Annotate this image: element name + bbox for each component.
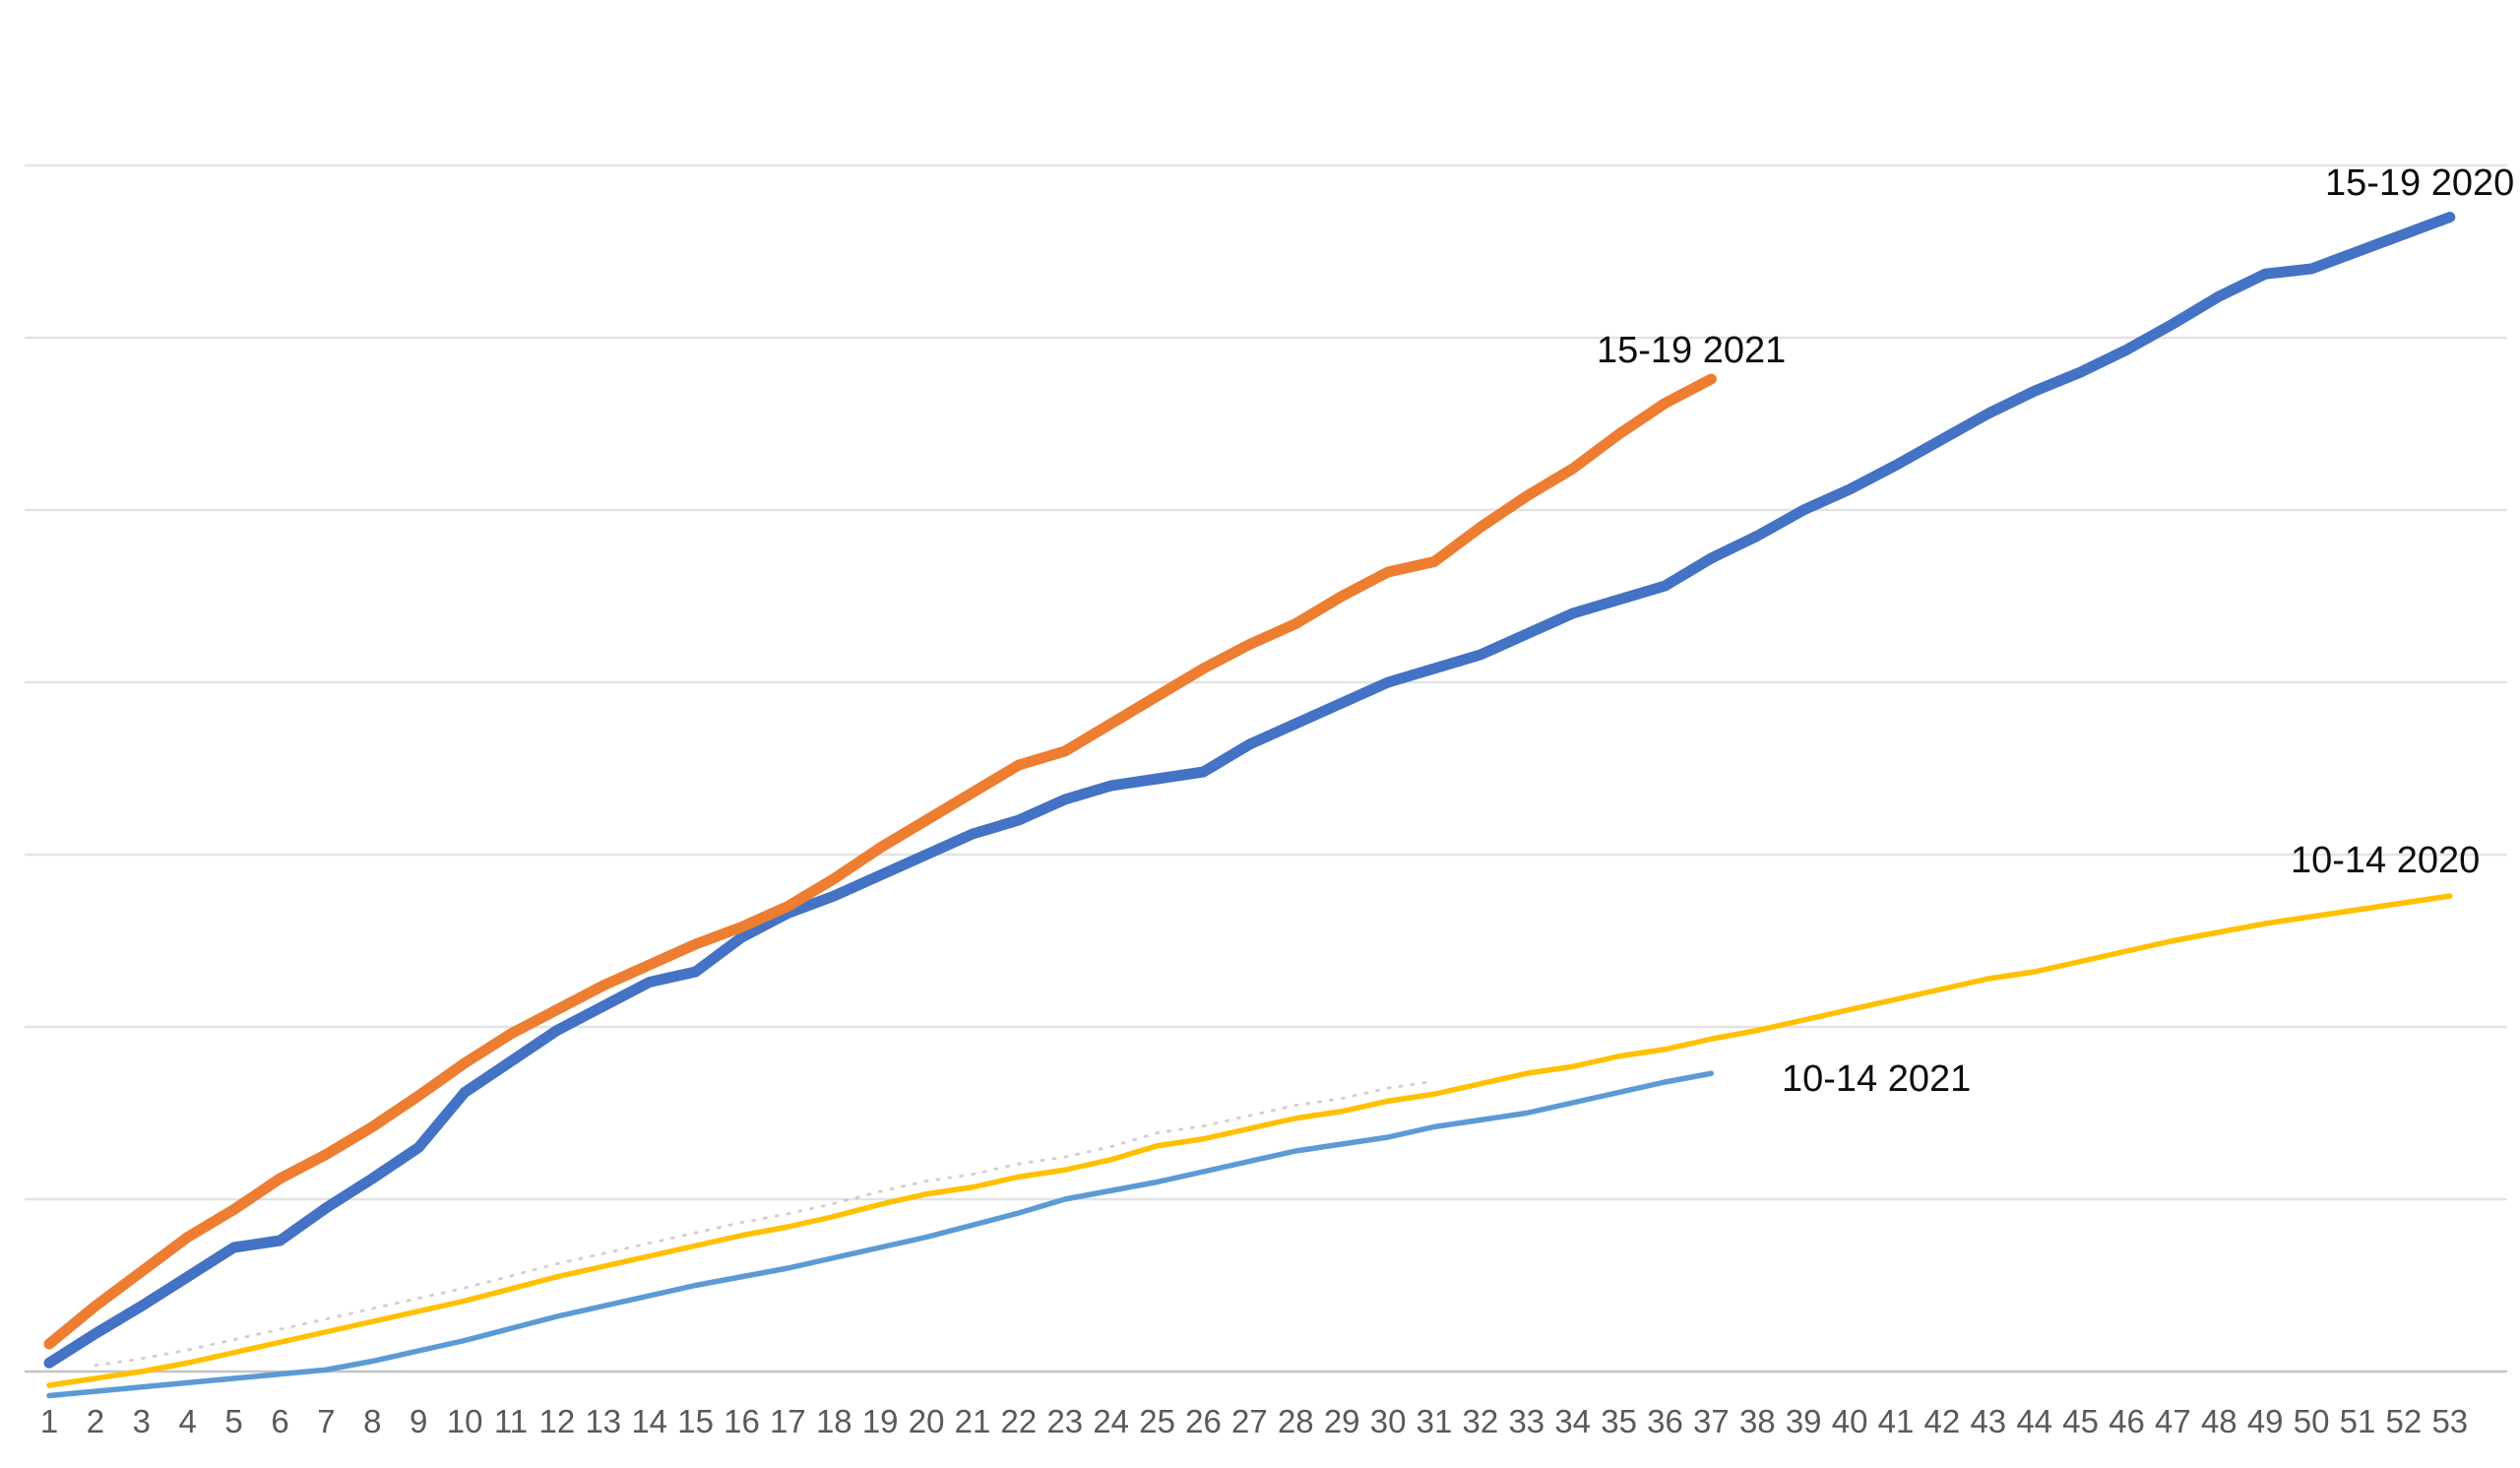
x-tick-label: 27: [1231, 1403, 1268, 1439]
x-tick-label: 8: [363, 1403, 381, 1439]
x-tick-label: 22: [1001, 1403, 1038, 1439]
series-line-10-14-2020: [46, 893, 2453, 1388]
x-tick-label: 44: [2016, 1403, 2052, 1439]
series-label: 10-14 2020: [2291, 840, 2480, 881]
x-tick-label: 15: [677, 1403, 714, 1439]
x-tick-label: 36: [1647, 1403, 1683, 1439]
series-label: 10-14 2021: [1782, 1058, 1971, 1100]
x-tick-label: 53: [2431, 1403, 2468, 1439]
x-tick-label: 3: [133, 1403, 151, 1439]
x-tick-label: 35: [1601, 1403, 1637, 1439]
x-tick-label: 46: [2109, 1403, 2145, 1439]
x-tick-label: 9: [410, 1403, 427, 1439]
x-tick-label: 5: [224, 1403, 242, 1439]
x-tick-label: 38: [1739, 1403, 1776, 1439]
x-tick-label: 50: [2294, 1403, 2330, 1439]
x-tick-label: 26: [1185, 1403, 1222, 1439]
x-tick-label: 45: [2062, 1403, 2099, 1439]
x-tick-label: 2: [87, 1403, 104, 1439]
x-tick-label: 42: [1924, 1403, 1961, 1439]
x-axis-tick-labels: 1 2 3 4 5 6 7 8 9 10 11 12 13 14 15 16 17 18 19 20 21 22 23 24 2…: [40, 1403, 2468, 1439]
x-tick-label: 17: [770, 1403, 806, 1439]
x-tick-label: 32: [1463, 1403, 1499, 1439]
x-tick-label: 12: [539, 1403, 576, 1439]
x-tick-label: 14: [631, 1403, 667, 1439]
x-tick-label: 6: [271, 1403, 288, 1439]
x-tick-label: 4: [179, 1403, 197, 1439]
x-tick-label: 25: [1139, 1403, 1175, 1439]
x-tick-label: 48: [2201, 1403, 2237, 1439]
x-tick-label: 47: [2155, 1403, 2191, 1439]
series-line-15-19-2021: [43, 373, 1717, 1350]
x-tick-label: 51: [2340, 1403, 2376, 1439]
x-tick-label: 19: [862, 1403, 899, 1439]
x-tick-label: 28: [1278, 1403, 1314, 1439]
x-tick-label: 23: [1046, 1403, 1083, 1439]
x-tick-label: 49: [2247, 1403, 2284, 1439]
series-lines: [43, 212, 2456, 1399]
x-tick-label: 20: [909, 1403, 945, 1439]
x-tick-label: 29: [1324, 1403, 1360, 1439]
x-tick-label: 30: [1370, 1403, 1407, 1439]
x-tick-label: 7: [317, 1403, 335, 1439]
faint-dotted-trendline: [94, 1079, 1436, 1368]
x-tick-label: 52: [2386, 1403, 2423, 1439]
x-tick-label: 33: [1508, 1403, 1544, 1439]
x-tick-label: 39: [1786, 1403, 1822, 1439]
x-tick-label: 31: [1417, 1403, 1453, 1439]
x-tick-label: 16: [724, 1403, 760, 1439]
x-tick-label: 41: [1878, 1403, 1915, 1439]
x-tick-label: 34: [1554, 1403, 1591, 1439]
x-tick-label: 21: [955, 1403, 991, 1439]
x-tick-label: 11: [494, 1403, 528, 1439]
series-end-labels: 15-19 2020 15-19 2021 10-14 2020 10-14 2021: [1597, 162, 2514, 1100]
x-tick-label: 10: [447, 1403, 483, 1439]
x-tick-label: 13: [585, 1403, 621, 1439]
series-label: 15-19 2020: [2325, 162, 2514, 204]
series-label: 15-19 2021: [1597, 330, 1786, 371]
x-tick-label: 1: [40, 1403, 58, 1439]
x-tick-label: 43: [1970, 1403, 2006, 1439]
series-line-15-19-2020: [43, 212, 2456, 1369]
x-tick-label: 18: [816, 1403, 852, 1439]
x-tick-label: 40: [1832, 1403, 1868, 1439]
x-tick-label: 24: [1093, 1403, 1129, 1439]
x-tick-label: 37: [1693, 1403, 1730, 1439]
horizontal-gridlines: [25, 163, 2507, 1201]
series-line-10-14-2021: [46, 1070, 1715, 1399]
dotted-trace-line: [94, 1079, 1436, 1368]
